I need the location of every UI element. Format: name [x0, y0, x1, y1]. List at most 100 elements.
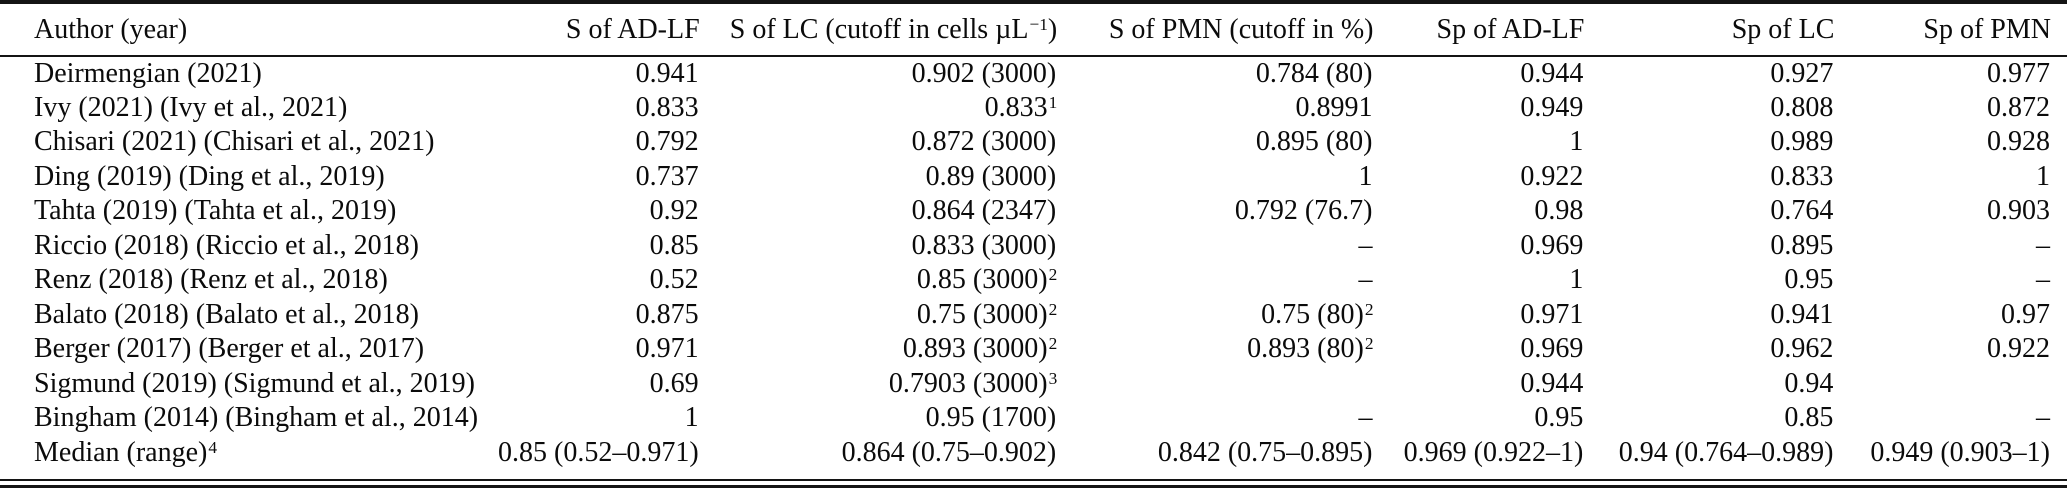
- journal-results-table: Author (year) S of AD-LF S of LC (cutoff…: [0, 4, 2067, 470]
- value-text: 0.949: [1520, 91, 1584, 123]
- table-row: Deirmengian (2021) 0.941 0.902 (3000) 0.…: [0, 56, 2067, 91]
- value-text: –: [1358, 264, 1373, 296]
- s-lc-cell: 0.85 (3000)2: [700, 263, 1058, 298]
- s-lc-cell: 0.75 (3000)2: [700, 298, 1058, 333]
- s-lc-cell: 0.902 (3000): [700, 56, 1058, 91]
- value-text: 0.833: [635, 91, 699, 123]
- s-pmn-cell: 0.75 (80)2: [1057, 298, 1373, 333]
- table-row: Ivy (2021) (Ivy et al., 2021) 0.833 0.83…: [0, 91, 2067, 126]
- sp-adlf-cell: 1: [1374, 125, 1585, 160]
- value-text: 0.75 (80): [1261, 298, 1364, 330]
- table-row-median: Median (range)4 0.85 (0.52–0.971) 0.864 …: [0, 436, 2067, 471]
- s-adlf-cell: 0.792: [460, 125, 700, 160]
- sp-lc-cell: 0.764: [1584, 194, 1834, 229]
- s-adlf-cell: 0.52: [460, 263, 700, 298]
- value-text: 0.95: [1784, 264, 1834, 296]
- author-text: Median (range): [34, 436, 208, 468]
- sp-adlf-cell: 0.969: [1374, 229, 1585, 264]
- value-text: 0.833: [984, 91, 1048, 123]
- value-text: 0.969: [1520, 229, 1584, 261]
- footnote-marker: 2: [1048, 265, 1058, 285]
- sp-pmn-cell: [1834, 367, 2067, 402]
- author-cell: Chisari (2021) (Chisari et al., 2021): [0, 125, 460, 160]
- author-text: Tahta (2019) (Tahta et al., 2019): [34, 195, 397, 227]
- author-text: Bingham (2014) (Bingham et al., 2014): [34, 402, 479, 434]
- author-cell: Balato (2018) (Balato et al., 2018): [0, 298, 460, 333]
- s-adlf-cell: 0.941: [460, 56, 700, 91]
- author-text: Riccio (2018) (Riccio et al., 2018): [34, 229, 419, 261]
- table-bottom-rule-thin: [0, 479, 2067, 481]
- value-text: 0.893 (3000): [902, 333, 1048, 365]
- sp-adlf-cell: 0.971: [1374, 298, 1585, 333]
- sp-lc-cell: 0.808: [1584, 91, 1834, 126]
- s-pmn-cell: 1: [1057, 160, 1373, 195]
- table-row: Tahta (2019) (Tahta et al., 2019) 0.92 0…: [0, 194, 2067, 229]
- table-top-rule: [0, 0, 2067, 4]
- value-text: 0.842 (0.75–0.895): [1157, 436, 1373, 468]
- sp-lc-cell: 0.927: [1584, 56, 1834, 91]
- value-text: 0.94: [1784, 367, 1834, 399]
- sp-pmn-cell: –: [1834, 401, 2067, 436]
- header-text: S of LC (cutoff in cells µL: [729, 13, 1029, 45]
- value-text: 0.872 (3000): [911, 126, 1057, 158]
- s-lc-cell: 0.864 (0.75–0.902): [700, 436, 1058, 471]
- value-text: 0.75 (3000): [916, 298, 1048, 330]
- value-text: 0.922: [1987, 333, 2050, 365]
- table-row: Sigmund (2019) (Sigmund et al., 2019) 0.…: [0, 367, 2067, 402]
- sp-pmn-cell: 0.949 (0.903–1): [1834, 436, 2067, 471]
- value-text: –: [1358, 402, 1373, 434]
- s-pmn-cell: 0.895 (80): [1057, 125, 1373, 160]
- sp-pmn-cell: 0.928: [1834, 125, 2067, 160]
- footnote-marker: 2: [1048, 299, 1058, 319]
- sp-adlf-cell: 0.95: [1374, 401, 1585, 436]
- value-text: 0.969 (0.922–1): [1403, 436, 1584, 468]
- header-s-adlf: S of AD-LF: [460, 4, 700, 56]
- value-text: 0.941: [1770, 298, 1834, 330]
- s-lc-cell: 0.872 (3000): [700, 125, 1058, 160]
- sp-pmn-cell: 0.97: [1834, 298, 2067, 333]
- sp-pmn-cell: 1: [1834, 160, 2067, 195]
- author-text: Renz (2018) (Renz et al., 2018): [34, 264, 388, 296]
- author-cell: Berger (2017) (Berger et al., 2017): [0, 332, 460, 367]
- s-pmn-cell: 0.893 (80)2: [1057, 332, 1373, 367]
- value-text: 0.808: [1770, 91, 1834, 123]
- s-pmn-cell: –: [1057, 401, 1373, 436]
- value-text: 0.944: [1520, 57, 1584, 89]
- header-text: Author (year): [34, 13, 188, 45]
- author-cell: Ding (2019) (Ding et al., 2019): [0, 160, 460, 195]
- sp-adlf-cell: 0.922: [1374, 160, 1585, 195]
- value-text: 0.927: [1770, 57, 1834, 89]
- value-text: 0.928: [1987, 126, 2050, 158]
- s-adlf-cell: 0.85: [460, 229, 700, 264]
- s-adlf-cell: 0.833: [460, 91, 700, 126]
- footnote-marker: 2: [1048, 334, 1058, 354]
- value-text: 0.764: [1770, 195, 1834, 227]
- value-text: 0.833 (3000): [911, 229, 1057, 261]
- s-pmn-cell: –: [1057, 229, 1373, 264]
- value-text: 0.875: [635, 298, 699, 330]
- footnote-marker: 3: [1048, 368, 1058, 388]
- superscript-exponent: −1: [1029, 14, 1048, 34]
- sp-adlf-cell: 0.944: [1374, 367, 1585, 402]
- value-text: 1: [684, 402, 699, 434]
- value-text: 0.971: [1520, 298, 1584, 330]
- value-text: –: [2036, 264, 2050, 296]
- author-cell: Ivy (2021) (Ivy et al., 2021): [0, 91, 460, 126]
- author-cell: Sigmund (2019) (Sigmund et al., 2019): [0, 367, 475, 402]
- s-adlf-cell: 0.971: [460, 332, 700, 367]
- s-pmn-cell: 0.8991: [1057, 91, 1373, 126]
- value-text: 0.737: [635, 160, 699, 192]
- value-text: 0.893 (80): [1247, 333, 1364, 365]
- s-lc-cell: 0.7903 (3000)3: [700, 367, 1058, 402]
- value-text: 0.85 (0.52–0.971): [498, 436, 699, 468]
- author-cell: Riccio (2018) (Riccio et al., 2018): [0, 229, 460, 264]
- value-text: 1: [2036, 160, 2050, 192]
- s-lc-cell: 0.864 (2347): [700, 194, 1058, 229]
- table-row: Berger (2017) (Berger et al., 2017) 0.97…: [0, 332, 2067, 367]
- value-text: 0.969: [1520, 333, 1584, 365]
- s-lc-cell: 0.833 (3000): [700, 229, 1058, 264]
- header-text: ): [1047, 13, 1058, 45]
- author-cell: Bingham (2014) (Bingham et al., 2014): [0, 401, 478, 436]
- header-text: Sp of PMN: [1923, 13, 2051, 45]
